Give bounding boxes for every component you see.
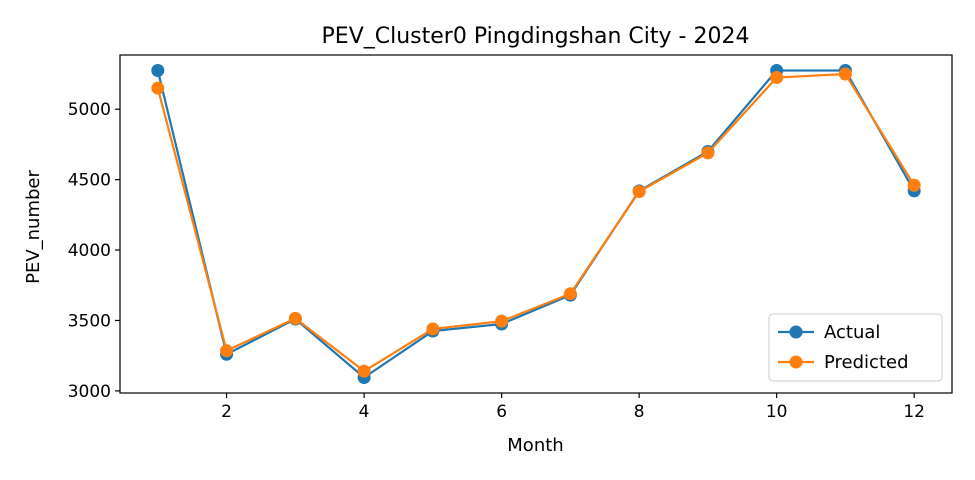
plot-frame [119,54,953,394]
plot-area: 2 4 6 8 10 12 3000 3500 4000 4500 5000 [68,54,953,422]
y-tick-label: 3500 [68,311,111,331]
y-axis-label: PEV_number [23,170,44,284]
x-axis-label: Month [507,435,563,456]
data-point-predicted [220,344,234,358]
x-tick-label: 12 [903,402,925,422]
data-point-actual [151,63,165,77]
legend-marker-actual [789,325,803,339]
x-tick-label: 8 [634,402,645,422]
x-tick-label: 2 [221,402,232,422]
x-tick-label: 4 [359,402,370,422]
data-point-predicted [426,322,440,336]
y-tick-label: 4000 [68,241,111,261]
y-tick-label: 4500 [68,171,111,191]
data-point-predicted [151,81,165,95]
data-point-predicted [838,67,852,81]
series-line-predicted [156,72,916,373]
legend: Actual Predicted [768,313,943,382]
y-tick-label: 3000 [68,382,111,402]
chart-title: PEV_Cluster0 Pingdingshan City - 2024 [322,24,750,49]
data-point-predicted [288,311,302,325]
data-point-predicted [563,287,577,301]
legend-label-actual: Actual [824,322,880,343]
data-point-predicted [907,178,921,192]
legend-label-predicted: Predicted [824,352,909,373]
data-point-predicted [701,146,715,160]
data-point-predicted [632,185,646,199]
x-tick-label: 10 [766,402,788,422]
x-tick-label: 6 [496,402,507,422]
data-point-predicted [357,364,371,378]
legend-box [768,313,943,382]
data-point-predicted [770,71,784,85]
y-tick-label: 5000 [68,100,111,120]
legend-marker-predicted [789,355,803,369]
data-point-predicted [495,314,509,328]
